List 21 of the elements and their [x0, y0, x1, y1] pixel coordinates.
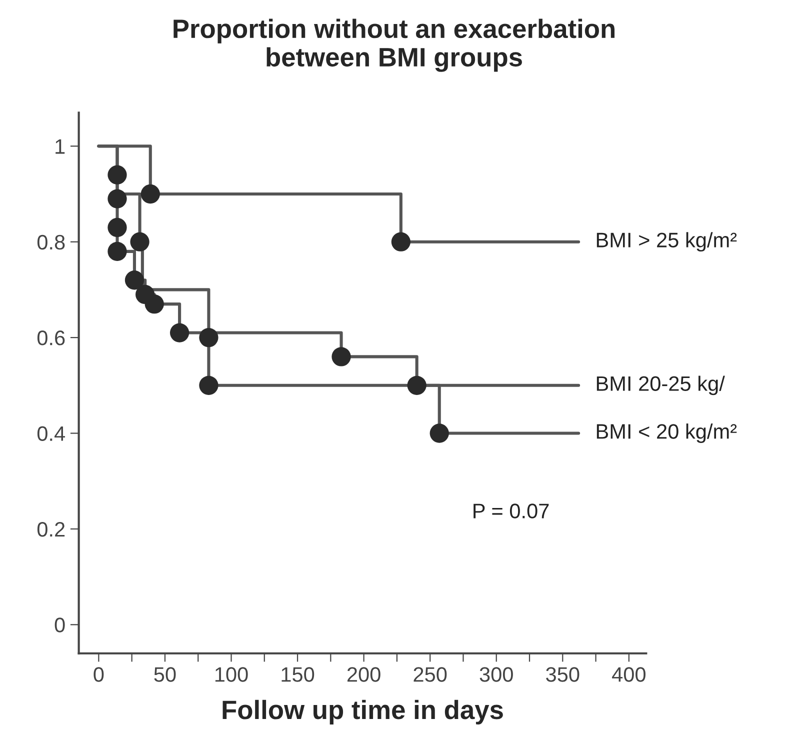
y-tick-label: 0.4 — [37, 426, 65, 442]
x-tick-label: 50 — [154, 667, 176, 682]
x-tick-label: 250 — [414, 667, 447, 682]
series-label: BMI > 25 kg/m² — [596, 232, 737, 252]
chart-title: Proportion without an exacerbation between BMI groups — [174, 18, 615, 72]
y-tick-label: 0.6 — [37, 330, 65, 346]
x-tick-label: 350 — [546, 667, 580, 682]
y-tick-label: 0.2 — [37, 522, 65, 537]
x-tick-label: 100 — [215, 667, 248, 682]
series-label: BMI 20-25 kg/ — [596, 376, 725, 396]
x-axis-title: Follow up time in days — [222, 700, 503, 724]
x-tick-label: 150 — [282, 667, 314, 682]
x-tick-label: 0 — [94, 667, 104, 682]
y-tick-label: 0.8 — [37, 234, 65, 250]
x-tick-label: 200 — [347, 667, 380, 682]
x-tick-label: 300 — [480, 667, 513, 682]
annotation: P = 0.07 — [474, 504, 549, 518]
y-tick-label: 1 — [56, 139, 65, 154]
y-tick-label: 0 — [54, 618, 65, 632]
series-label: BMI < 20 kg/m² — [596, 424, 737, 443]
x-tick-label: 400 — [612, 667, 646, 682]
